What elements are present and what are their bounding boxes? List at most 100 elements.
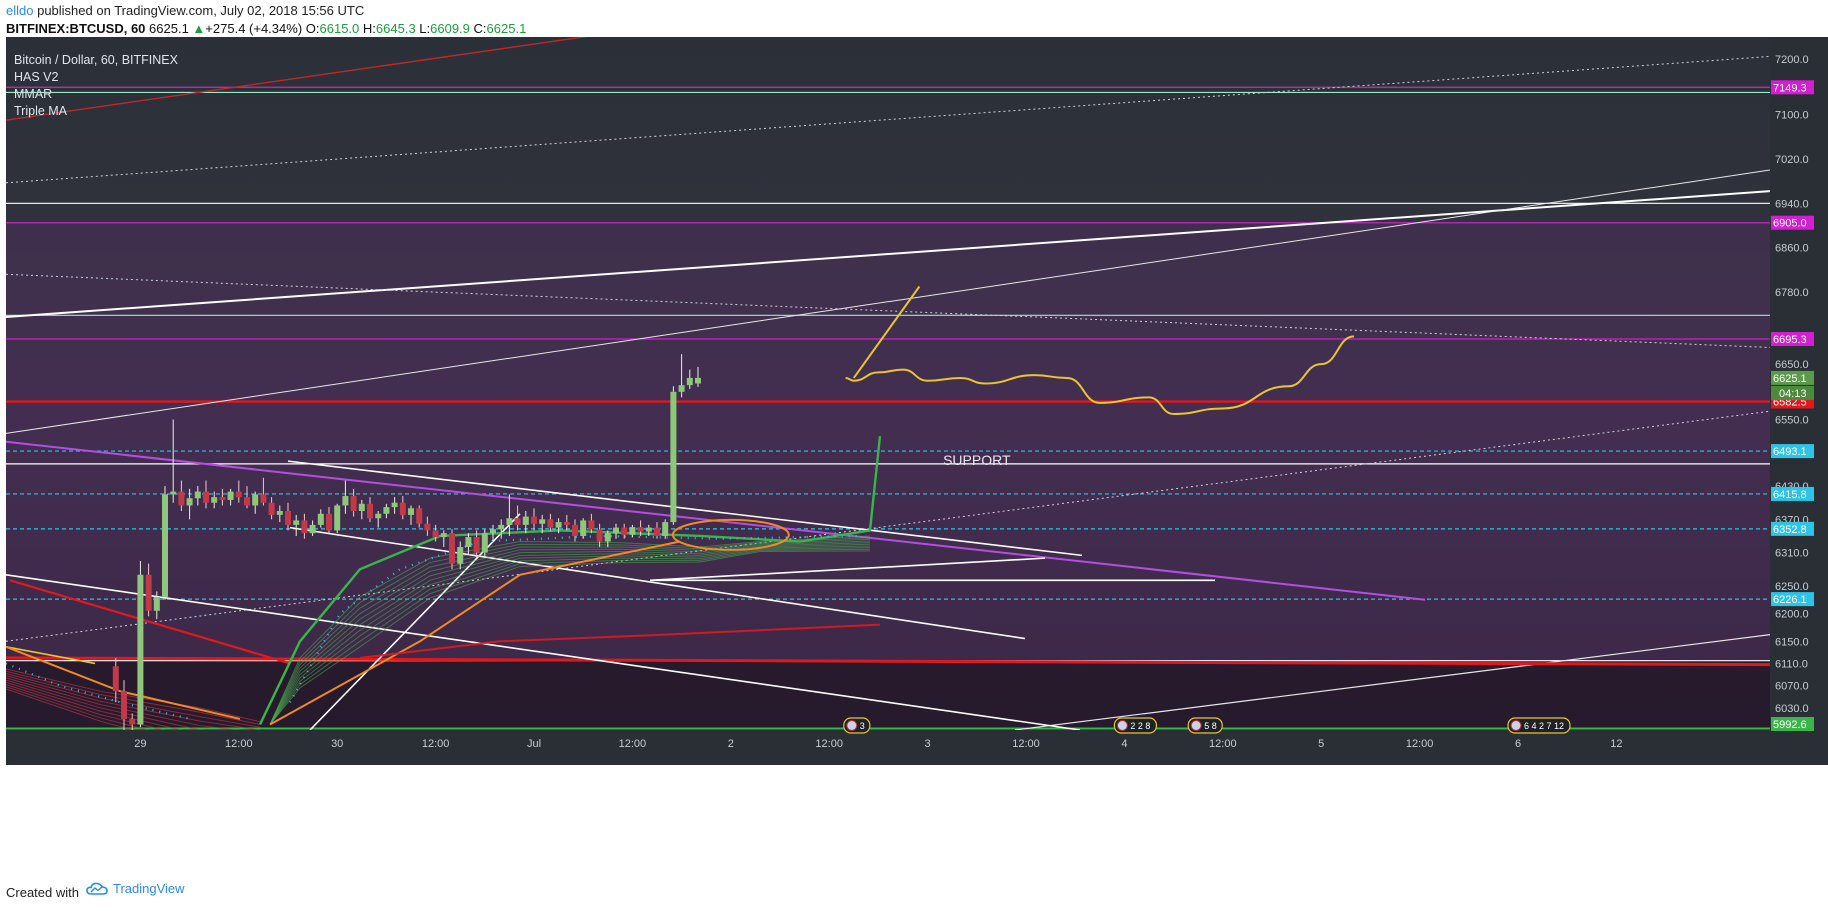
candle-body[interactable] — [129, 718, 136, 725]
candle-body[interactable] — [121, 691, 127, 719]
candle-body[interactable] — [539, 519, 546, 524]
candle-body[interactable] — [285, 511, 291, 525]
candle-body[interactable] — [276, 511, 283, 515]
projection-drawing[interactable] — [845, 335, 1355, 415]
economic-event-marker[interactable]: 6 4 2 7 12 — [1507, 717, 1571, 734]
dotted-trend-line[interactable] — [6, 410, 1770, 642]
candle-body[interactable] — [112, 666, 119, 692]
dotted-trend-line[interactable] — [6, 273, 1770, 348]
candle-body[interactable] — [572, 524, 578, 536]
candle-body[interactable] — [596, 529, 603, 542]
projection-drawing[interactable] — [852, 285, 921, 379]
candle-body[interactable] — [301, 520, 308, 534]
candle-body[interactable] — [522, 516, 529, 525]
candle-body[interactable] — [490, 529, 496, 534]
legend-indicator[interactable]: MMAR — [14, 87, 53, 101]
candle-body[interactable] — [563, 522, 570, 525]
last-price: 6625.1 — [149, 21, 189, 36]
candle-body[interactable] — [317, 513, 324, 525]
economic-event-marker[interactable]: 3 — [843, 717, 871, 734]
author-link[interactable]: elldo — [6, 3, 34, 18]
candle-body[interactable] — [514, 518, 521, 525]
candle-body[interactable] — [137, 574, 144, 725]
candle-body[interactable] — [629, 527, 636, 535]
tradingview-brand-link[interactable]: TradingView — [86, 881, 185, 896]
candle-body[interactable] — [252, 494, 259, 506]
candle-body[interactable] — [178, 491, 185, 506]
candle-body[interactable] — [309, 524, 316, 534]
trend-line[interactable] — [9, 579, 291, 665]
candle-body[interactable] — [342, 496, 349, 506]
highlight-ellipse[interactable] — [671, 518, 790, 551]
candle-body[interactable] — [391, 502, 398, 508]
economic-event-marker[interactable]: 2 2 8 — [1113, 717, 1158, 734]
price-chart[interactable]: 3 2 2 8 5 8 6 4 2 7 12 7200.0 7100.0 7020.0 69… — [0, 37, 1828, 865]
candle-body[interactable] — [686, 377, 693, 386]
event-badge[interactable] — [1507, 717, 1571, 734]
candle-body[interactable] — [465, 537, 472, 548]
candle-body[interactable] — [670, 391, 677, 523]
trend-line[interactable] — [1014, 634, 1770, 730]
candle-body[interactable] — [408, 508, 414, 515]
candle-body[interactable] — [457, 547, 464, 564]
candle-body[interactable] — [268, 502, 275, 515]
trend-line[interactable] — [6, 169, 1770, 434]
candle-body[interactable] — [695, 377, 701, 384]
candle-body[interactable] — [613, 527, 619, 534]
candle-body[interactable] — [399, 502, 406, 515]
candle-body[interactable] — [334, 505, 341, 531]
candle-body[interactable] — [367, 503, 373, 519]
candle-body[interactable] — [604, 533, 611, 542]
candle-body[interactable] — [219, 497, 226, 500]
trend-line[interactable] — [649, 557, 1046, 582]
candle-body[interactable] — [580, 520, 587, 536]
candle-body[interactable] — [531, 516, 537, 524]
candle-body[interactable] — [654, 527, 660, 536]
candle-body[interactable] — [662, 522, 669, 536]
candle-body[interactable] — [498, 524, 505, 530]
candle-body[interactable] — [227, 491, 234, 500]
candle-body[interactable] — [440, 533, 447, 538]
time-axis[interactable] — [6, 730, 1828, 765]
candle-body[interactable] — [260, 494, 267, 503]
candle-body[interactable] — [194, 491, 201, 499]
candle-body[interactable] — [383, 507, 390, 514]
candle-body[interactable] — [449, 533, 455, 564]
candle-body[interactable] — [350, 496, 357, 512]
legend-indicator[interactable]: HAS V2 — [14, 70, 59, 84]
candle-body[interactable] — [506, 518, 513, 525]
candle-body[interactable] — [547, 519, 554, 528]
candle-body[interactable] — [326, 513, 332, 531]
candle-body[interactable] — [244, 497, 250, 506]
candle-body[interactable] — [432, 530, 439, 538]
candle-body[interactable] — [211, 497, 218, 503]
candle-body[interactable] — [637, 527, 644, 532]
candle-body[interactable] — [416, 508, 423, 524]
candle-body[interactable] — [170, 491, 177, 495]
candle-body[interactable] — [375, 513, 382, 519]
candle-body[interactable] — [358, 503, 365, 512]
economic-event-marker[interactable]: 5 8 — [1187, 717, 1223, 734]
candle-body[interactable] — [621, 527, 628, 535]
price-badge-bg — [1771, 592, 1814, 607]
candle-body[interactable] — [235, 491, 242, 498]
trend-line[interactable] — [6, 573, 1081, 730]
candle-body[interactable] — [481, 533, 488, 553]
trend-line[interactable] — [287, 460, 1083, 557]
candle-body[interactable] — [203, 491, 209, 503]
candle-body[interactable] — [678, 385, 685, 392]
trend-line[interactable] — [6, 37, 660, 121]
candle-body[interactable] — [555, 522, 562, 528]
candle-body[interactable] — [473, 537, 480, 553]
candle-body[interactable] — [588, 520, 595, 530]
legend-indicator[interactable]: Triple MA — [14, 104, 68, 118]
candle-body[interactable] — [162, 494, 168, 597]
trend-line[interactable] — [6, 646, 96, 665]
trend-line[interactable] — [6, 190, 1770, 318]
candle-body[interactable] — [293, 520, 300, 525]
candle-body[interactable] — [645, 527, 652, 532]
candle-body[interactable] — [153, 596, 160, 611]
candle-body[interactable] — [145, 574, 152, 611]
candle-body[interactable] — [424, 523, 431, 531]
candle-body[interactable] — [186, 498, 193, 506]
